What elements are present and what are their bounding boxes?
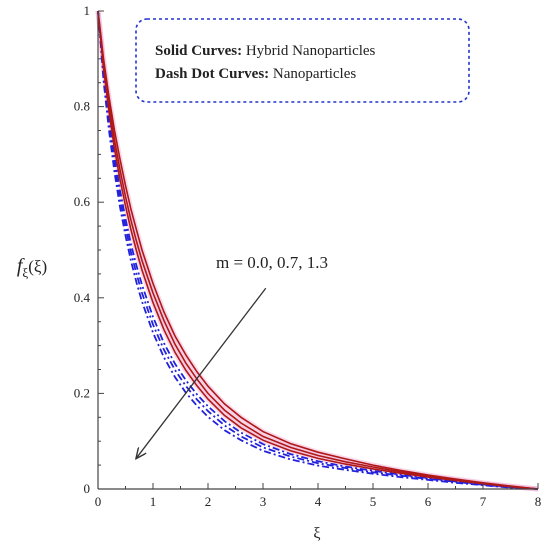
- y-tick-label: 0.6: [74, 194, 91, 209]
- y-tick-label: 0.2: [74, 385, 90, 400]
- x-tick-label: 7: [480, 494, 487, 509]
- y-tick-label: 0.4: [74, 290, 91, 305]
- x-tick-label: 6: [425, 494, 432, 509]
- y-axis-title: fξ(ξ): [17, 255, 47, 280]
- legend-dashdot-desc: Nanoparticles: [269, 66, 356, 82]
- y-ticks: 0 0.2 0.4 0.6 0.8 1: [74, 3, 104, 496]
- nano-dashdot-curve-6: [97, 10, 539, 490]
- x-axis-title: ξ: [313, 525, 320, 542]
- parameter-arrow: [137, 287, 267, 458]
- y-tick-label: 1: [84, 3, 91, 18]
- y-axis-title-arg: (ξ): [28, 257, 47, 276]
- legend-line-solid: Solid Curves: Hybrid Nanoparticles: [155, 43, 376, 59]
- x-tick-label: 3: [260, 494, 267, 509]
- nano-dashdot-curve-4: [97, 10, 539, 490]
- parameter-annotation: m = 0.0, 0.7, 1.3: [216, 253, 328, 272]
- x-tick-label: 5: [370, 494, 377, 509]
- legend-dashdot-label: Dash Dot Curves:: [155, 66, 269, 82]
- x-tick-label: 4: [315, 494, 322, 509]
- x-tick-label: 0: [95, 494, 102, 509]
- x-tick-label: 2: [205, 494, 212, 509]
- legend-line-dashdot: Dash Dot Curves: Nanoparticles: [155, 66, 356, 82]
- legend-solid-desc: Hybrid Nanoparticles: [242, 43, 375, 59]
- y-tick-label: 0.8: [74, 99, 90, 114]
- hybrid-solid-curve-3: [97, 10, 539, 490]
- nano-dashdot-curve-5: [97, 10, 539, 490]
- y-axis-title-main: f: [17, 255, 25, 277]
- legend-solid-label: Solid Curves:: [155, 43, 242, 59]
- curves-group: [95, 10, 539, 492]
- hybrid-solid-curve-1: [97, 10, 539, 490]
- x-ticks: 0 1 2 3 4 5 6 7 8: [95, 483, 542, 509]
- x-tick-label: 1: [150, 494, 157, 509]
- legend-box: [135, 18, 470, 103]
- x-tick-label: 8: [535, 494, 542, 509]
- y-axis-title-sub: ξ: [22, 265, 28, 280]
- y-tick-label: 0: [84, 481, 91, 496]
